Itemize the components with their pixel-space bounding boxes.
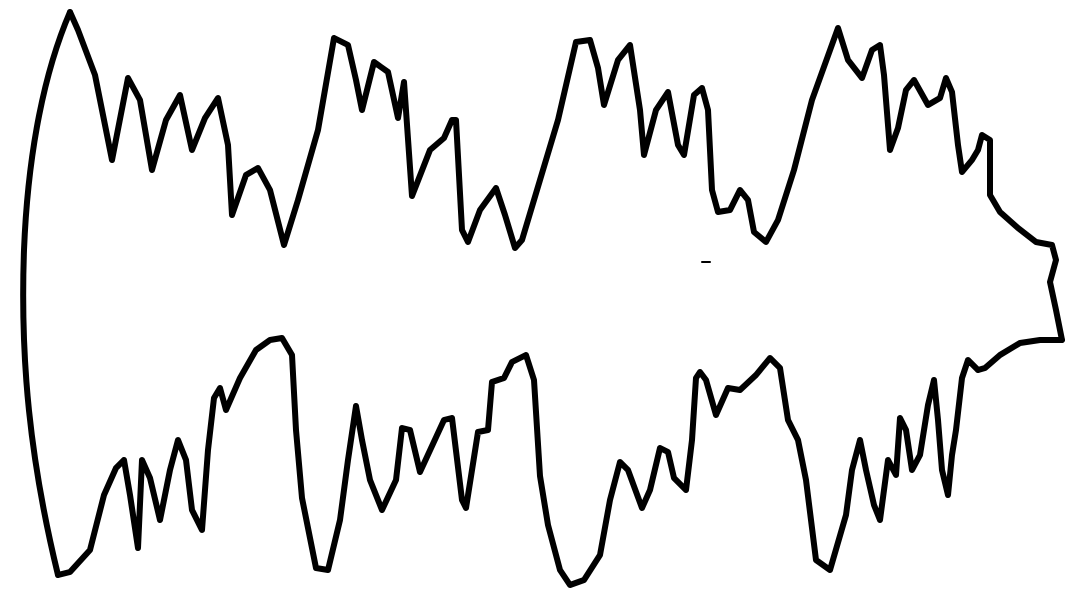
right-tip-stroke <box>975 337 1065 373</box>
left-edge-stroke <box>20 9 73 578</box>
top-jagged-stroke <box>67 9 1065 343</box>
bottom-jagged-stroke <box>55 335 981 588</box>
